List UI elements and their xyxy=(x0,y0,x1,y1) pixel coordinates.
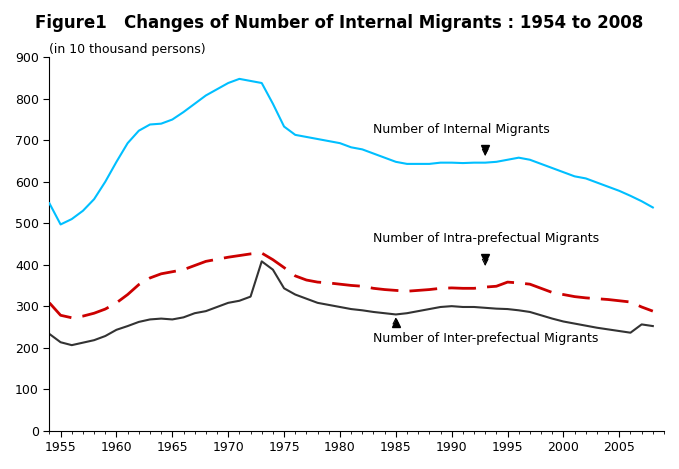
Text: Number of Internal Migrants: Number of Internal Migrants xyxy=(373,123,550,136)
Text: Figure1   Changes of Number of Internal Migrants : 1954 to 2008: Figure1 Changes of Number of Internal Mi… xyxy=(35,14,644,32)
Text: (in 10 thousand persons): (in 10 thousand persons) xyxy=(50,43,206,56)
Text: Number of Inter-prefectual Migrants: Number of Inter-prefectual Migrants xyxy=(373,332,599,345)
Text: Number of Intra-prefectual Migrants: Number of Intra-prefectual Migrants xyxy=(373,232,600,245)
